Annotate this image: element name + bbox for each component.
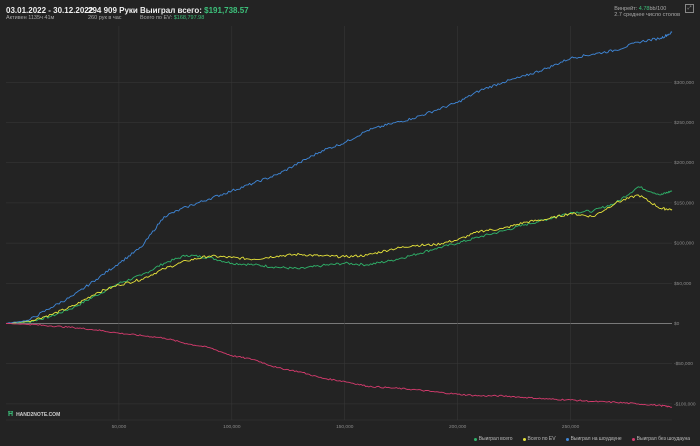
y-tick-label: $150,000 — [674, 200, 694, 206]
legend-label: Выиграл всего — [478, 436, 513, 442]
brand-logo: Ħ HAND2NOTE.COM — [8, 411, 60, 418]
logo-text: HAND2NOTE.COM — [16, 411, 61, 418]
ev-value: $168,797.98 — [173, 15, 205, 22]
legend-swatch — [631, 437, 635, 441]
hands-stat: 294 909 Руки 260 рук в час — [88, 6, 138, 22]
expand-icon[interactable]: ⤢ — [685, 4, 694, 13]
legend-label: Выиграл на шоудауне — [570, 436, 622, 442]
legend-item[interactable]: Всего по EV — [522, 436, 556, 442]
hands-per-hour: 260 рук в час — [88, 15, 122, 22]
logo-icon: Ħ — [8, 411, 14, 418]
date-stat: 03.01.2022 - 30.12.2022 Активен 1135ч 41… — [6, 6, 93, 22]
y-tick-label: $200,000 — [674, 160, 694, 166]
legend-label: Всего по EV — [527, 436, 556, 442]
winrate-label: Винрейт: — [614, 6, 638, 12]
series-line-0 — [5, 186, 673, 324]
ev-label: Всего по EV: — [140, 15, 173, 22]
winrate-stat: Винрейт: 4.78bb/100 2.7 среднее число ст… — [614, 6, 680, 19]
y-tick-label: $100,000 — [674, 241, 694, 247]
x-tick-label: 200,000 — [449, 424, 467, 430]
active-time: Активен 1135ч 41м — [6, 15, 55, 22]
won-label: Выиграл всего: — [140, 6, 202, 15]
y-tick-label: -$50,000 — [674, 361, 693, 367]
legend-item[interactable]: Выиграл на шоудауне — [565, 436, 622, 442]
winrate-value: 4.78 — [638, 6, 650, 12]
legend-item[interactable]: Выиграл без шоудауна — [631, 436, 690, 442]
x-tick-label: 100,000 — [223, 424, 241, 430]
hands-count: 294 909 Руки — [88, 6, 138, 15]
tables-count: 2.7 среднее число столов — [614, 12, 680, 19]
date-range: 03.01.2022 - 30.12.2022 — [6, 6, 94, 15]
won-stat: Выиграл всего: $191,738.57 Всего по EV: … — [140, 6, 249, 22]
y-tick-label: -$100,000 — [674, 401, 696, 407]
series-line-1 — [5, 194, 673, 324]
chart-legend: Выиграл всего Всего по EV Выиграл на шоуда… — [473, 436, 690, 442]
winrate-unit: bb/100 — [649, 6, 667, 12]
won-value: $191,738.57 — [204, 6, 249, 15]
y-tick-label: $0 — [674, 321, 680, 327]
y-tick-label: $50,000 — [674, 281, 692, 287]
legend-item[interactable]: Выиграл всего — [473, 436, 513, 442]
x-tick-label: 250,000 — [562, 424, 580, 430]
y-tick-label: $300,000 — [674, 80, 694, 86]
series-line-2 — [5, 31, 673, 324]
x-tick-label: 150,000 — [336, 424, 354, 430]
series-line-3 — [6, 323, 673, 408]
y-tick-label: $250,000 — [674, 120, 694, 126]
legend-swatch — [565, 437, 569, 441]
x-tick-label: 50,000 — [112, 424, 127, 430]
legend-swatch — [522, 437, 526, 441]
legend-swatch — [473, 437, 477, 441]
legend-label: Выиграл без шоудауна — [636, 436, 690, 442]
